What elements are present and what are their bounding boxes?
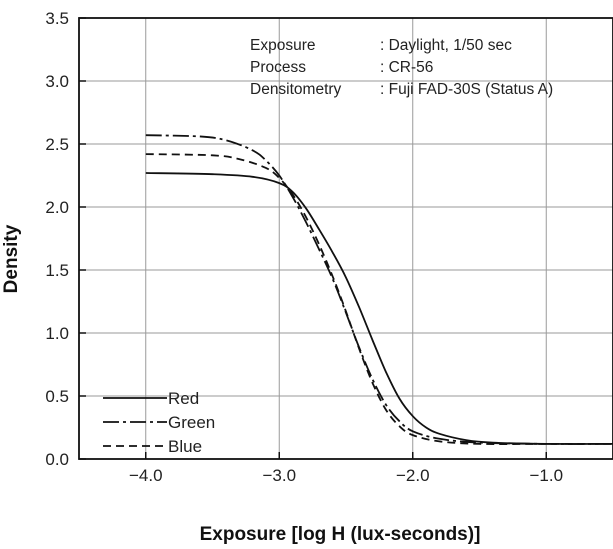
y-tick-label: 1.5 [45,261,69,280]
info-block: Exposure : Daylight, 1/50 sec Process : CR-… [250,37,553,98]
info-label: Densitometry [250,81,342,98]
y-axis-label: Density [1,224,22,293]
x-tick-label: −2.0 [396,466,430,485]
y-tick-label: 2.0 [45,198,69,217]
tick-layer: 0.0 0.5 1.0 1.5 2.0 2.5 3.0 3.5 −4.0 −3.0 −2.0 −1.0 [45,9,563,485]
info-label: Exposure [250,37,315,54]
series-line-blue [145,153,613,445]
legend-label-blue: Blue [168,437,202,456]
x-tick-label: −3.0 [262,466,296,485]
y-tick-label: 0.0 [45,450,69,469]
x-tick-label: −4.0 [129,466,163,485]
y-tick-label: 3.5 [45,9,69,28]
x-axis-label: Exposure [log H (lux-seconds)] [200,524,481,545]
x-tick-label: −1.0 [529,466,563,485]
legend: Red Green Blue [103,389,215,456]
y-tick-label: 0.5 [45,387,69,406]
curve-layer [145,134,613,445]
y-tick-label: 3.0 [45,72,69,91]
legend-label-green: Green [168,413,215,432]
info-label: Process [250,59,306,76]
info-value: : Daylight, 1/50 sec [380,37,512,54]
series-line-red [145,172,613,445]
legend-label-red: Red [168,389,199,408]
y-tick-label: 2.5 [45,135,69,154]
info-value: : Fuji FAD-30S (Status A) [380,81,553,98]
y-tick-label: 1.0 [45,324,69,343]
plot-frame [78,17,613,460]
grid-layer [79,18,613,459]
info-value: : CR-56 [380,59,433,76]
